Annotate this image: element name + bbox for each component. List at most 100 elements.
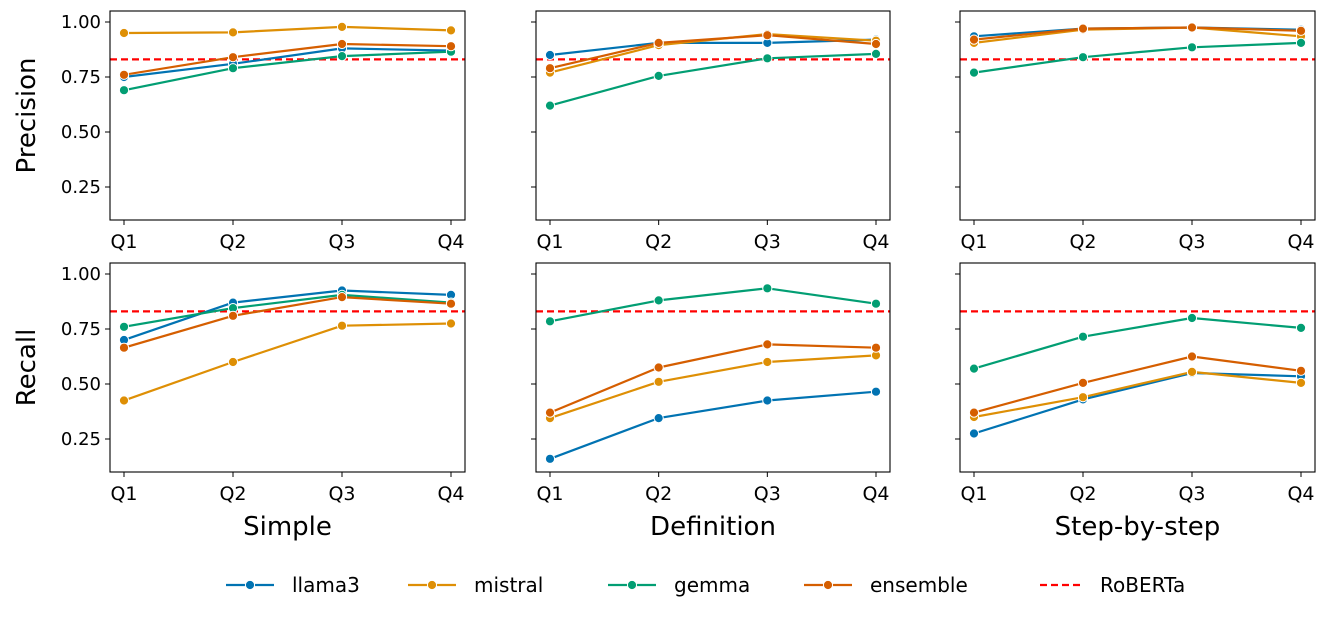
y-axis-title-precision: Precision [12, 57, 42, 173]
series-line-gemma-precision-simple [123, 50, 452, 92]
data-point-mistral-recall-step-by-step-2 [1077, 392, 1089, 403]
x-tick-label: Q2 [1069, 231, 1096, 253]
data-point-gemma-precision-simple-2 [227, 63, 239, 74]
data-point-gemma-precision-definition-3 [762, 53, 773, 64]
data-point-gemma-precision-definition-1 [544, 100, 556, 111]
y-axis-title-recall: Recall [12, 329, 42, 407]
legend-marker-gemma [626, 579, 638, 591]
y-tick-label: 0.50 [61, 122, 101, 143]
x-axis-title-simple: Simple [243, 512, 332, 542]
series-line-gemma-recall-simple [123, 293, 452, 328]
data-point-gemma-precision-step-by-step-3 [1186, 42, 1198, 53]
x-tick-label: Q3 [328, 483, 355, 505]
series-line-ensemble-recall-simple [123, 296, 452, 349]
y-tick-label: 0.50 [61, 374, 101, 395]
x-tick-label: Q3 [754, 483, 781, 505]
y-tick-label: 1.00 [61, 264, 101, 285]
y-tick-label: 0.75 [61, 67, 101, 88]
data-point-ensemble-recall-definition-4 [870, 342, 882, 353]
x-tick-label: Q2 [1069, 483, 1096, 505]
series-line-mistral-precision-simple [123, 25, 452, 35]
legend-label-mistral: mistral [474, 573, 543, 597]
series-line-ensemble-precision-definition [549, 34, 877, 70]
legend-label-llama3: llama3 [292, 573, 360, 597]
data-point-mistral-recall-simple-1 [118, 395, 130, 406]
axes-frame-precision-definition [535, 10, 891, 221]
data-point-ensemble-precision-definition-3 [762, 30, 773, 41]
data-point-mistral-recall-simple-3 [336, 320, 348, 331]
x-tick-label: Q1 [536, 231, 563, 253]
series-line-gemma-recall-step-by-step [973, 316, 1302, 370]
data-point-gemma-precision-simple-1 [118, 85, 130, 96]
x-axis-title-definition: Definition [650, 512, 776, 542]
data-point-ensemble-precision-simple-4 [445, 41, 457, 52]
series-line-mistral-recall-simple [123, 322, 452, 402]
data-point-ensemble-recall-definition-1 [544, 407, 556, 418]
data-point-gemma-recall-definition-1 [544, 316, 556, 327]
series-line-ensemble-precision-simple [123, 42, 452, 76]
legend-marker-ensemble [822, 579, 834, 591]
data-point-mistral-recall-simple-4 [445, 318, 457, 329]
y-tick-label: 0.25 [61, 429, 101, 450]
data-point-ensemble-recall-step-by-step-2 [1077, 377, 1089, 388]
y-tick-label: 1.00 [61, 12, 101, 33]
x-tick-label: Q1 [960, 483, 987, 505]
data-point-ensemble-recall-simple-2 [227, 310, 239, 321]
data-point-ensemble-precision-definition-1 [544, 63, 556, 74]
data-point-ensemble-precision-step-by-step-1 [968, 34, 980, 45]
legend-label-gemma: gemma [674, 573, 750, 597]
data-point-gemma-precision-step-by-step-1 [968, 67, 980, 78]
x-tick-label: Q3 [1178, 231, 1205, 253]
y-tick-label: 0.75 [61, 319, 101, 340]
data-point-ensemble-precision-definition-4 [870, 38, 882, 50]
y-tick-label: 0.25 [61, 177, 101, 198]
data-point-mistral-precision-simple-3 [336, 21, 348, 32]
data-point-gemma-recall-definition-3 [762, 283, 773, 294]
x-tick-label: Q4 [1287, 483, 1314, 505]
x-tick-label: Q1 [536, 483, 563, 505]
data-point-gemma-recall-step-by-step-1 [968, 363, 980, 374]
data-point-mistral-recall-definition-2 [653, 376, 664, 387]
data-point-gemma-recall-definition-2 [653, 295, 664, 306]
series-line-llama3-precision-simple [123, 47, 452, 79]
data-point-gemma-recall-step-by-step-3 [1186, 312, 1198, 324]
data-point-mistral-recall-step-by-step-4 [1295, 377, 1307, 388]
series-line-llama3-recall-definition [549, 390, 877, 460]
data-point-gemma-recall-step-by-step-2 [1077, 331, 1089, 342]
legend-label-roberta: RoBERTa [1100, 573, 1185, 597]
data-point-ensemble-recall-step-by-step-4 [1295, 365, 1307, 376]
data-point-gemma-precision-step-by-step-4 [1295, 37, 1307, 49]
x-tick-label: Q4 [1287, 231, 1314, 253]
series-line-gemma-precision-definition [549, 52, 877, 107]
axes-frame-precision-step-by-step [959, 10, 1316, 221]
data-point-gemma-precision-definition-2 [653, 70, 664, 82]
data-point-ensemble-recall-simple-1 [118, 342, 130, 353]
data-point-gemma-precision-simple-3 [336, 51, 348, 62]
data-point-ensemble-precision-simple-3 [336, 38, 348, 50]
series-line-llama3-precision-definition [549, 38, 877, 57]
x-tick-label: Q2 [645, 231, 672, 253]
data-point-gemma-recall-definition-4 [870, 298, 882, 309]
data-point-ensemble-recall-step-by-step-1 [968, 407, 980, 418]
data-point-ensemble-recall-simple-3 [336, 292, 348, 303]
legend-marker-mistral [426, 579, 438, 591]
data-point-gemma-precision-step-by-step-2 [1077, 52, 1089, 63]
legend-label-ensemble: ensemble [870, 573, 968, 597]
data-point-llama3-recall-definition-3 [762, 395, 773, 406]
data-point-mistral-precision-simple-2 [227, 27, 239, 38]
series-line-llama3-recall-simple [123, 289, 452, 342]
data-point-ensemble-precision-simple-1 [118, 69, 130, 80]
series-line-gemma-recall-definition [549, 287, 877, 323]
series-line-mistral-recall-definition [549, 354, 877, 420]
x-tick-label: Q4 [437, 231, 464, 253]
x-tick-label: Q2 [219, 483, 246, 505]
data-point-ensemble-recall-definition-2 [653, 362, 664, 373]
axes-frame-recall-simple [109, 262, 466, 473]
data-point-llama3-recall-step-by-step-1 [968, 428, 980, 439]
x-tick-label: Q3 [754, 231, 781, 253]
x-tick-label: Q2 [645, 483, 672, 505]
data-point-ensemble-precision-step-by-step-4 [1295, 25, 1307, 36]
axes-frame-recall-definition [535, 262, 891, 473]
